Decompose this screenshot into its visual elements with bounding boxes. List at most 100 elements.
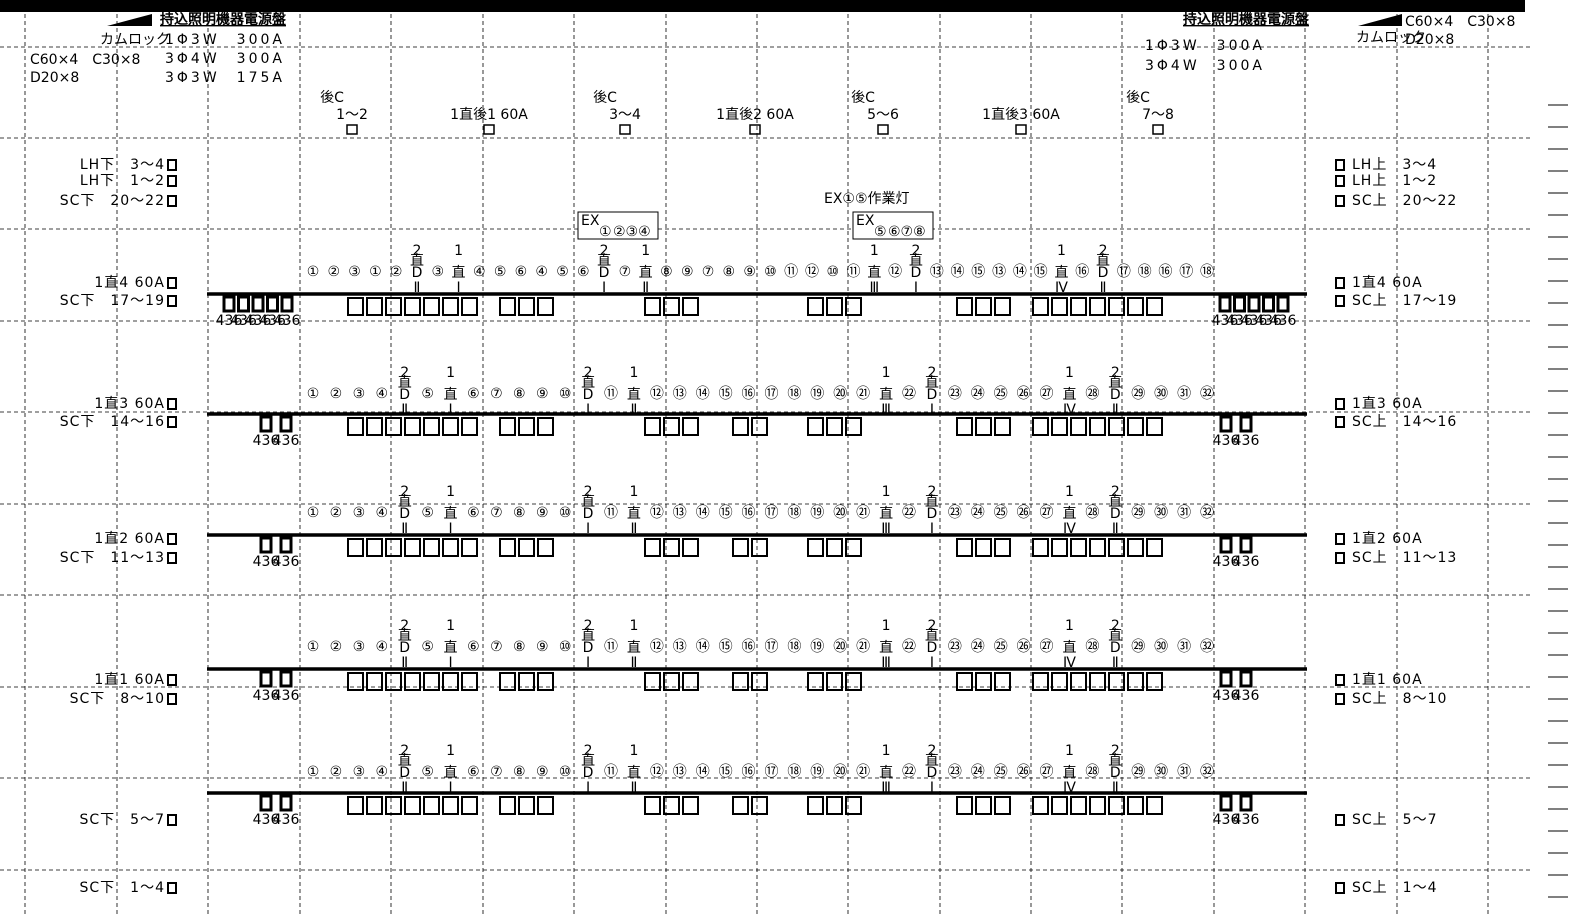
floor-light	[279, 536, 293, 554]
fixture	[845, 672, 862, 691]
spec: 3Φ4W 300A	[1145, 58, 1265, 74]
marker-top: 2	[584, 618, 593, 634]
circuit-number: ⑲	[810, 639, 824, 655]
circuit-number: ⑨	[536, 764, 549, 780]
circuit-number: ⑭	[696, 505, 710, 521]
marker-top: 2	[927, 743, 936, 759]
circuit-number: ⑨	[681, 264, 694, 280]
marker-top: 2	[927, 484, 936, 500]
floor-light	[1239, 536, 1253, 554]
marker-top: 1	[641, 243, 650, 259]
floor-light-label: 436	[1241, 313, 1268, 329]
panel-icon	[167, 814, 177, 826]
floor-light	[1219, 670, 1233, 688]
circuit-number: ⑮	[1034, 264, 1048, 280]
circuit-number: ⑪	[604, 386, 618, 402]
fixture	[461, 796, 478, 815]
marker-text: D	[583, 640, 594, 656]
marker-top: 1	[446, 618, 455, 634]
marker-bottom: Ⅰ	[448, 780, 452, 796]
marker-text: 直	[444, 639, 458, 656]
circuit-number: ⑲	[810, 764, 824, 780]
circuit-number: ⑪	[604, 505, 618, 521]
outlet-label: 後C	[320, 90, 344, 106]
fixture	[499, 297, 516, 316]
fixture	[1032, 796, 1049, 815]
circuit-number: ③	[353, 505, 366, 521]
floor-light	[279, 670, 293, 688]
fixture	[1032, 672, 1049, 691]
marker-sub: 直	[581, 493, 595, 510]
circuit-number: ⑮	[719, 505, 733, 521]
circuit-number: ㉗	[1040, 505, 1054, 521]
circuit-number: ⑦	[490, 505, 503, 521]
marker-top: 2	[1111, 743, 1120, 759]
circuit-number: ㉒	[902, 639, 916, 655]
circuit-number: ㉕	[994, 639, 1008, 655]
fixture	[404, 672, 421, 691]
panel-icon	[167, 398, 177, 410]
circuit-number: ⑬	[673, 386, 687, 402]
marker-bottom: Ⅲ	[870, 280, 880, 296]
right-label: 1直1 60A	[1352, 671, 1423, 688]
fixture	[975, 297, 992, 316]
marker-text: D	[927, 765, 938, 781]
marker-sub: 直	[398, 627, 412, 644]
marker-top: 1	[1065, 365, 1074, 381]
circuit-number: ⑮	[971, 264, 985, 280]
floor-light-label: 436	[1213, 433, 1240, 449]
fixture	[1127, 297, 1144, 316]
fixture	[956, 297, 973, 316]
floor-light-label: 436	[1213, 554, 1240, 570]
left-label: SC下 17～19	[60, 293, 165, 309]
circuit-number: ④	[535, 264, 548, 280]
circuit-number: ㉓	[948, 505, 962, 521]
fixture	[537, 297, 554, 316]
marker-bottom: Ⅱ	[630, 780, 637, 796]
fixture	[1146, 417, 1163, 436]
marker-bottom: Ⅱ	[414, 280, 421, 296]
marker-text: 直	[639, 264, 653, 281]
circuit-number: ③	[353, 764, 366, 780]
connectors: C60×4 C30×8	[30, 52, 140, 68]
marker-text: 直	[879, 386, 893, 403]
circuit-number: ⑱	[1200, 264, 1214, 280]
fixture	[385, 538, 402, 557]
circuit-number: ⑰	[764, 764, 778, 780]
marker-bottom: Ⅰ	[456, 280, 460, 296]
marker-bottom: Ⅱ	[1112, 655, 1119, 671]
circuit-number: ㉜	[1200, 639, 1214, 655]
fixture	[499, 672, 516, 691]
circuit-number: ⑦	[490, 386, 503, 402]
marker-top: 2	[1111, 365, 1120, 381]
marker-text: D	[399, 387, 410, 403]
circuit-number: ㉙	[1131, 639, 1145, 655]
ex-rest: ⑥⑦⑧	[888, 224, 926, 240]
floor-light	[1218, 295, 1232, 313]
floor-light	[1219, 794, 1233, 812]
fixture	[347, 538, 364, 557]
marker-text: 直	[627, 764, 641, 781]
floor-light	[279, 794, 293, 812]
floor-light	[237, 295, 250, 313]
circuit-number: ⑳	[833, 639, 847, 655]
panel-icon	[167, 277, 177, 289]
connectors: D20×8	[30, 70, 79, 86]
circuit-number: ①	[307, 264, 320, 280]
circuit-number: ㉙	[1131, 386, 1145, 402]
work-light-label: EX①⑤作業灯	[824, 191, 910, 207]
fixture	[442, 796, 459, 815]
spec: 3Φ4W 300A	[165, 51, 285, 67]
marker-top: 1	[454, 243, 463, 259]
circuit-number: ⑥	[467, 639, 480, 655]
circuit-number: ⑧	[513, 639, 526, 655]
circuit-number: ⑨	[536, 386, 549, 402]
fixture	[751, 796, 768, 815]
fixture	[537, 796, 554, 815]
left-label: 1直4 60A	[94, 274, 165, 291]
marker-text: 直	[1062, 764, 1076, 781]
circuit-number: ㉑	[856, 386, 870, 402]
marker-sub: 直	[925, 374, 939, 391]
floor-light-label: 436	[1233, 688, 1260, 704]
fixture	[423, 417, 440, 436]
